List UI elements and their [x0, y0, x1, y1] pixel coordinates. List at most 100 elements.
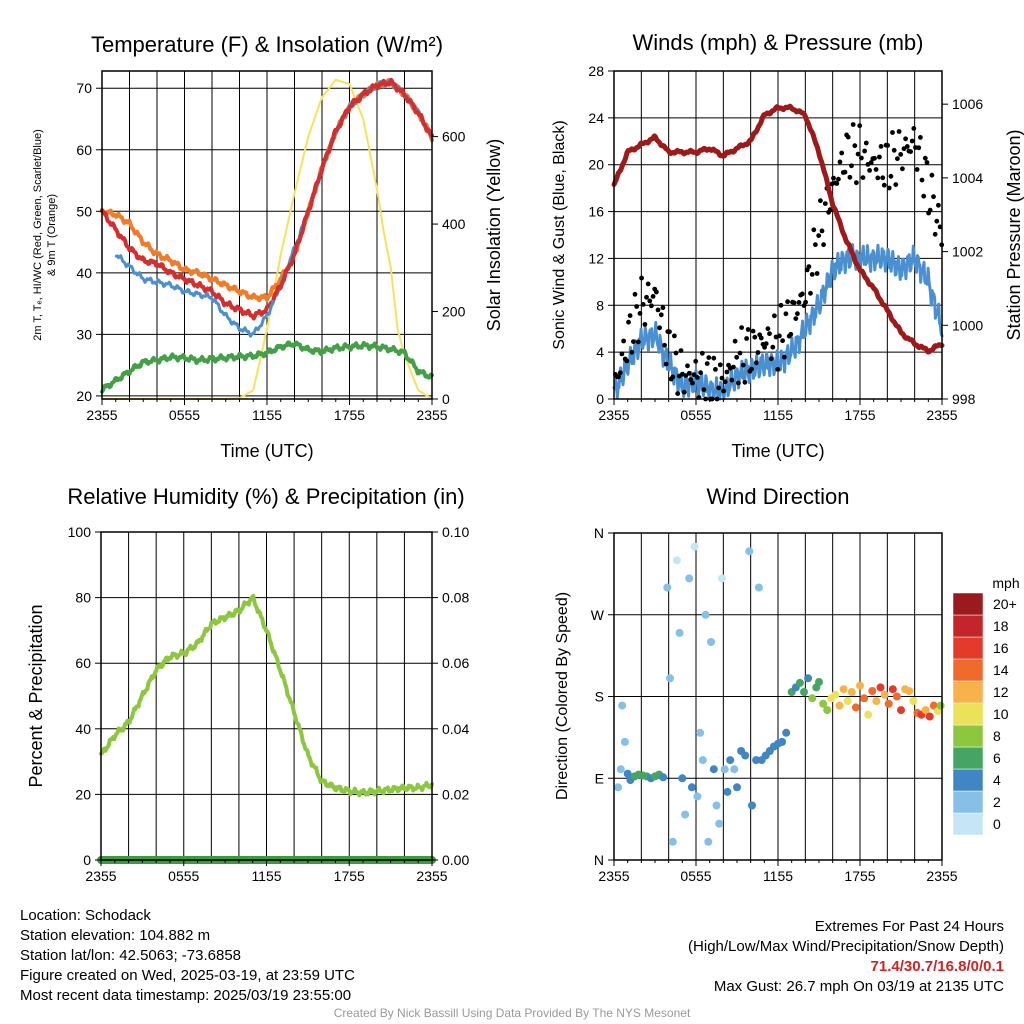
gust-point — [822, 201, 828, 207]
rh-title: Relative Humidity (%) & Precipitation (i… — [67, 484, 464, 509]
gust-point — [852, 143, 858, 149]
gust-point — [645, 281, 651, 287]
colorbar-label: 0 — [993, 816, 1001, 832]
wind-plot-area — [611, 103, 945, 402]
gust-point — [637, 311, 643, 316]
direction-point — [925, 712, 934, 721]
y-tick-label: 4 — [596, 344, 604, 360]
direction-point — [718, 574, 726, 583]
direction-point — [687, 783, 696, 792]
direction-point — [675, 628, 684, 637]
x-tick-label: 1155 — [763, 407, 793, 423]
y-tick-label: 1004 — [952, 170, 983, 186]
gust-point — [627, 313, 633, 318]
gust-point — [900, 166, 905, 172]
gust-point — [799, 291, 805, 297]
y-tick-label: 100 — [68, 524, 92, 540]
direction-point — [754, 583, 763, 592]
rh-panel: Relative Humidity (%) & Precipitation (i… — [26, 484, 469, 884]
gust-point — [722, 379, 728, 385]
gust-point — [713, 367, 718, 372]
temp-plot-area — [100, 78, 434, 400]
x-tick-label: 2355 — [85, 868, 116, 884]
gust-point — [867, 168, 872, 173]
direction-point — [843, 697, 852, 705]
gust-point — [904, 144, 910, 149]
colorbar-label: 10 — [993, 706, 1009, 722]
direction-point — [847, 688, 856, 696]
gust-point — [670, 374, 676, 380]
gust-point — [731, 364, 736, 370]
gust-point — [621, 338, 626, 344]
colorbar-swatch — [952, 746, 984, 770]
gust-point — [752, 334, 758, 340]
direction-point — [690, 542, 699, 551]
gust-point — [717, 362, 723, 368]
gust-point — [831, 175, 836, 181]
x-tick-label: 1155 — [252, 407, 282, 423]
location-text: Location: Schodack — [20, 907, 151, 924]
direction-point — [709, 765, 718, 774]
gust-point — [765, 326, 771, 332]
y-tick-label: 50 — [76, 203, 92, 219]
gust-point — [854, 180, 859, 186]
gust-point — [690, 380, 695, 386]
gust-point — [663, 361, 669, 367]
gust-point — [909, 138, 915, 144]
gust-point — [649, 303, 654, 309]
gust-point — [642, 322, 648, 327]
gust-point — [662, 342, 667, 348]
gust-point — [872, 155, 877, 161]
temp-grid — [102, 71, 432, 399]
gust-point — [781, 354, 787, 360]
gust-point — [918, 135, 923, 140]
gust-point — [739, 325, 744, 330]
gust-point — [849, 163, 854, 169]
gust-point — [744, 336, 749, 341]
gust-point — [724, 369, 730, 375]
gust-point — [922, 155, 928, 161]
colorbar-title: mph — [992, 575, 1019, 591]
y-tick-label: 600 — [442, 129, 466, 145]
gust-point — [821, 242, 826, 248]
y-tick-label: 0.06 — [442, 655, 469, 671]
colorbar-label: 12 — [993, 684, 1009, 700]
x-tick-label: 1155 — [251, 868, 281, 884]
gust-point — [816, 233, 822, 239]
colorbar-swatch — [952, 724, 984, 748]
gust-point — [934, 218, 940, 224]
direction-point — [778, 737, 787, 746]
dir-title: Wind Direction — [706, 484, 849, 509]
direction-point — [741, 751, 750, 760]
gust-point — [617, 370, 623, 376]
gust-point — [857, 123, 863, 129]
dir-plot-area — [614, 542, 945, 846]
gust-point — [686, 370, 692, 376]
gust-point — [783, 311, 789, 317]
direction-point — [823, 706, 832, 715]
direction-point — [614, 783, 623, 792]
direction-point — [860, 694, 869, 703]
gust-point — [788, 331, 794, 337]
gust-point — [678, 348, 684, 353]
direction-point — [819, 699, 828, 708]
gust-point — [885, 143, 890, 148]
gust-point — [644, 294, 649, 300]
gust-point — [754, 360, 759, 366]
y-tick-label: 60 — [75, 655, 91, 671]
y-tick-label: 1002 — [952, 244, 983, 260]
gust-point — [862, 148, 867, 154]
direction-point — [782, 728, 791, 737]
extremes-values: 71.4/30.7/16.8/0/0.1 — [870, 958, 1004, 975]
direction-point — [681, 810, 690, 819]
colorbar-label: 20+ — [993, 596, 1017, 612]
direction-point — [733, 783, 741, 792]
gust-point — [655, 307, 661, 313]
x-tick-label: 1755 — [844, 407, 875, 423]
direction-point — [936, 701, 945, 710]
colorbar-label: 8 — [993, 728, 1001, 744]
direction-point — [730, 765, 739, 774]
gust-point — [875, 175, 881, 181]
gust-point — [749, 366, 754, 372]
